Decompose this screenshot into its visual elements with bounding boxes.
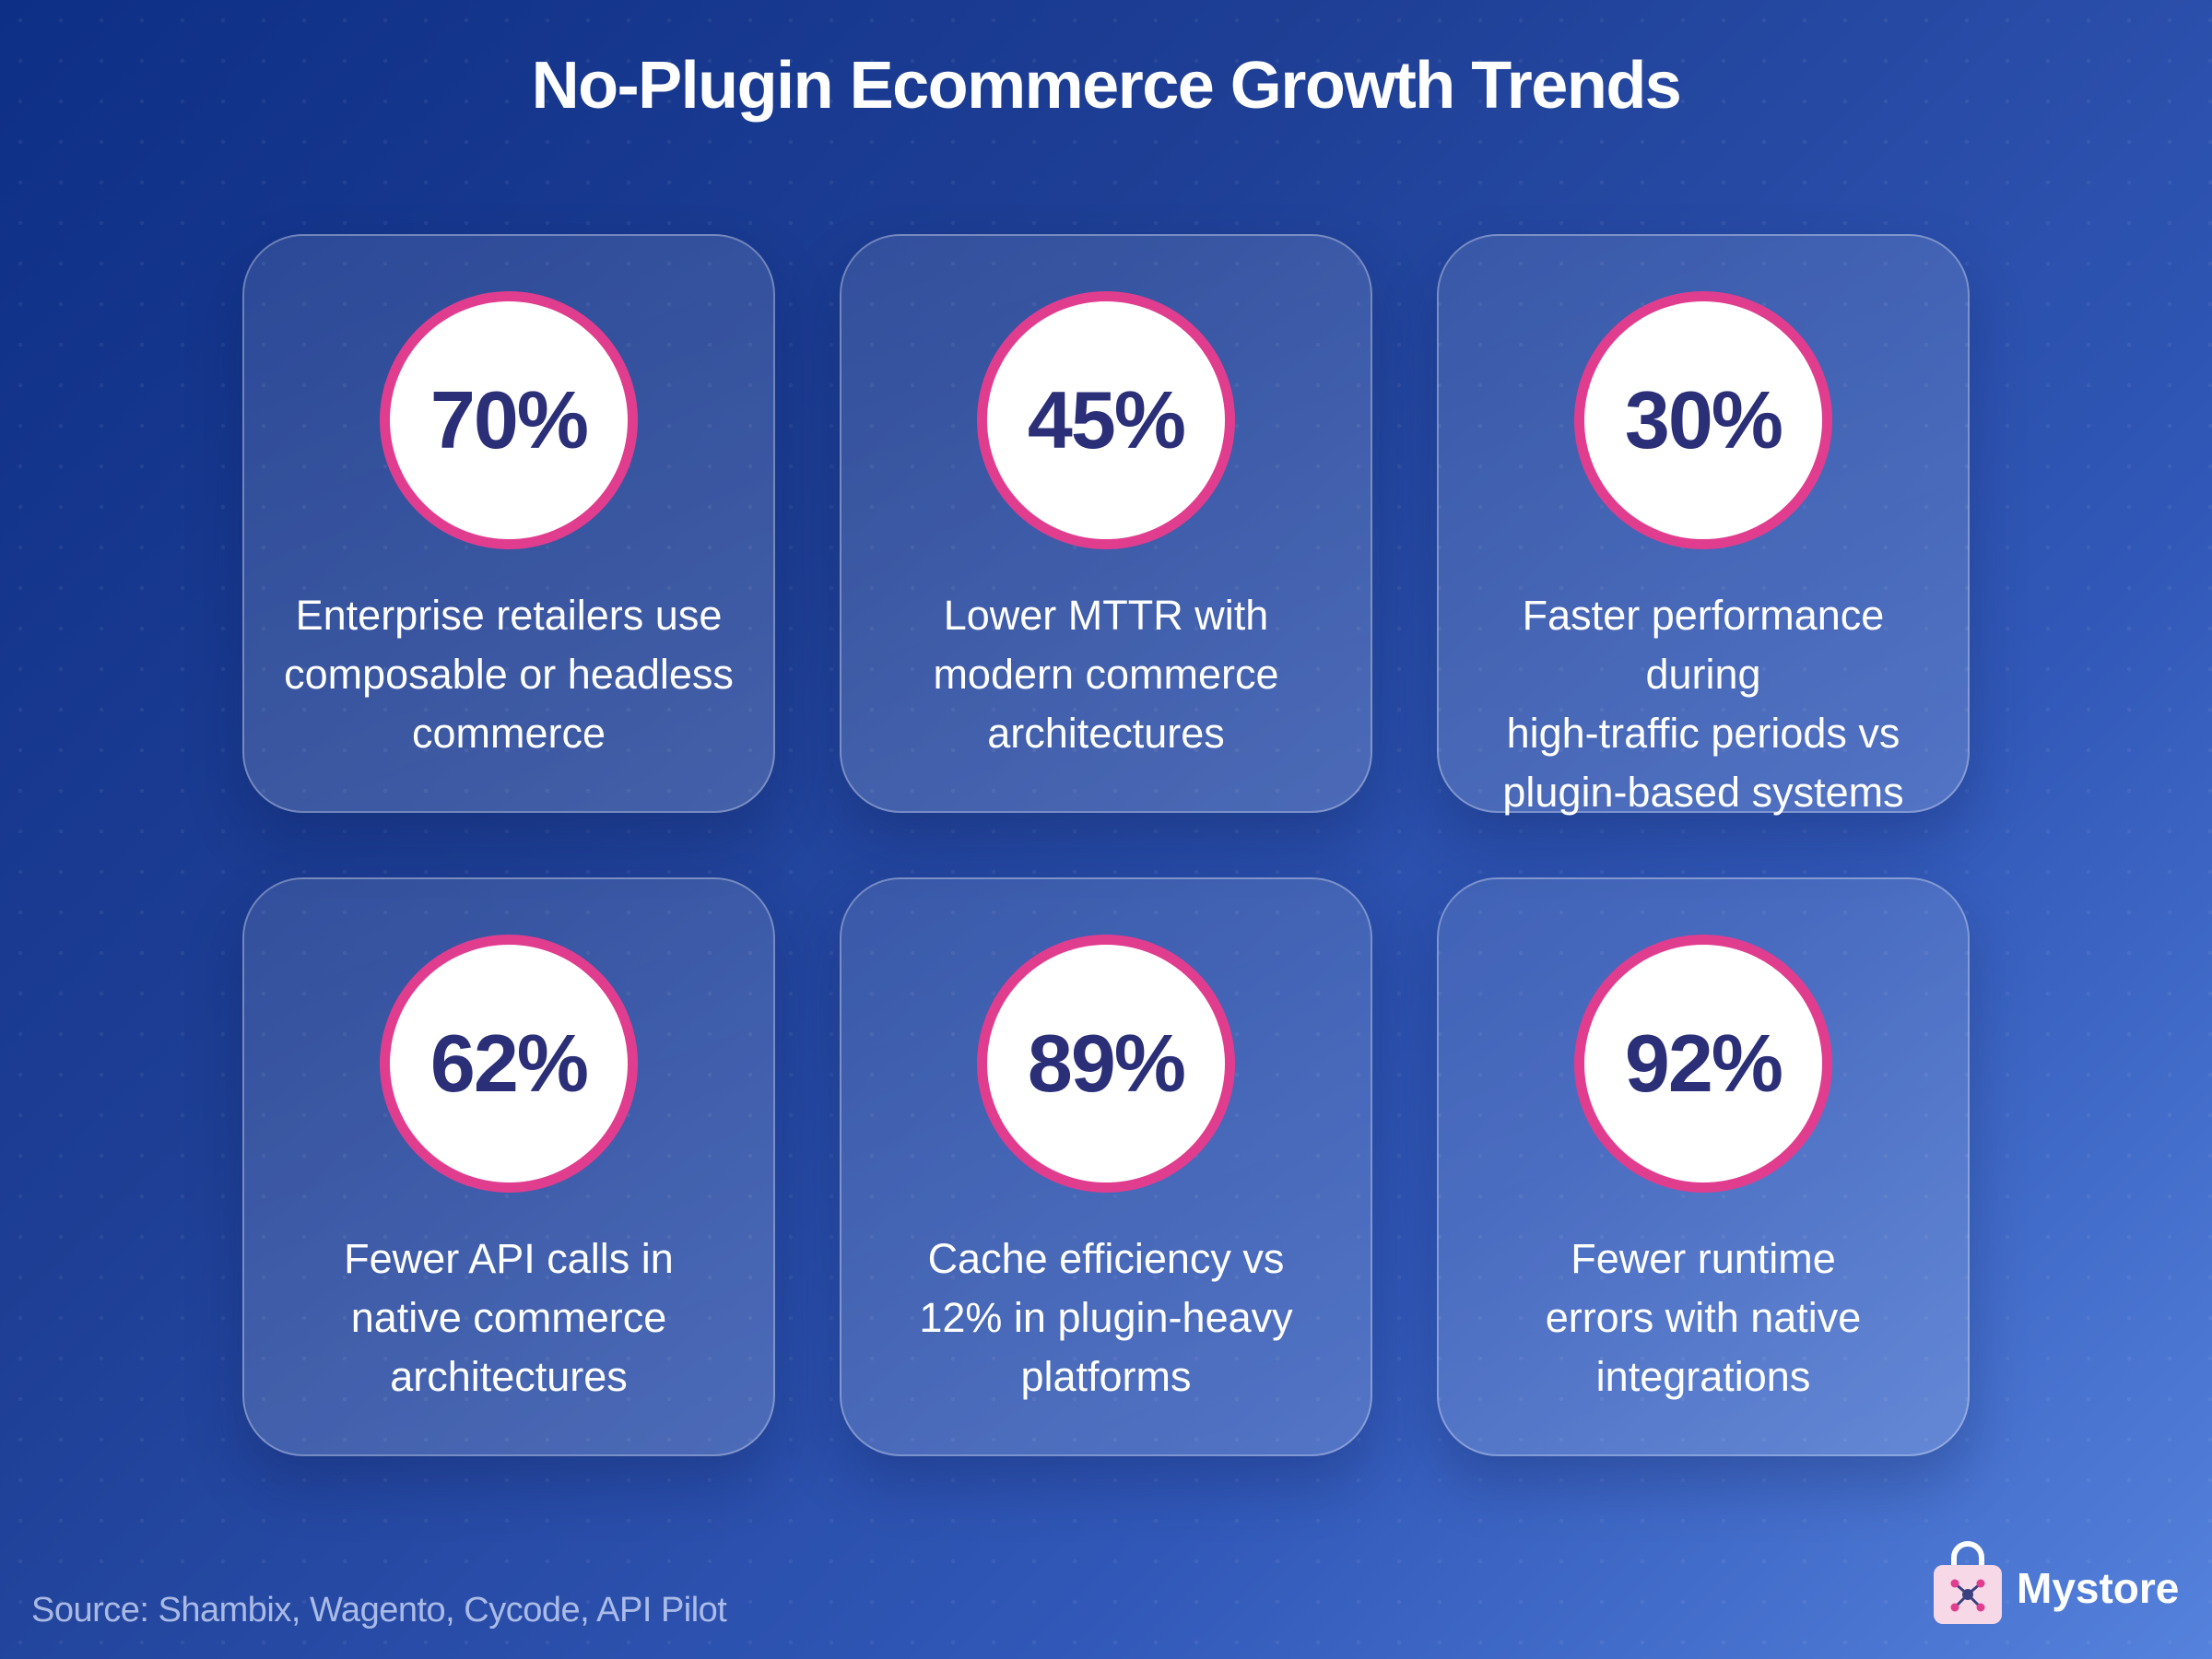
stat-description: Fewer runtime errors with native integra… bbox=[1545, 1235, 1862, 1400]
stat-ring: 70% bbox=[380, 291, 638, 549]
stat-description: Lower MTTR with modern commerce architec… bbox=[933, 592, 1279, 757]
stat-card: 30% Faster performance during high-traff… bbox=[1437, 234, 1970, 816]
stat-ring: 92% bbox=[1574, 935, 1832, 1193]
stat-card: 92% Fewer runtime errors with native int… bbox=[1437, 877, 1970, 1456]
shopping-bag-icon bbox=[1934, 1541, 2002, 1624]
stat-description: Enterprise retailers use composable or h… bbox=[284, 592, 734, 757]
source-note: Source: Shambix, Wagento, Cycode, API Pi… bbox=[31, 1591, 727, 1630]
stat-value: 62% bbox=[429, 1018, 589, 1109]
page-title: No-Plugin Ecommerce Growth Trends bbox=[531, 49, 1682, 123]
stat-card: 70% Enterprise retailers use composable … bbox=[242, 234, 775, 813]
brand-name: Mystore bbox=[2017, 1564, 2180, 1612]
stat-description: Cache efficiency vs 12% in plugin-heavy … bbox=[919, 1235, 1293, 1400]
stat-value: 92% bbox=[1624, 1018, 1783, 1109]
stat-ring: 62% bbox=[380, 935, 638, 1193]
stat-card: 45% Lower MTTR with modern commerce arch… bbox=[840, 234, 1372, 813]
stat-value: 45% bbox=[1027, 374, 1186, 465]
stat-value: 30% bbox=[1624, 374, 1783, 465]
brand-logo: Mystore bbox=[1930, 1539, 2179, 1628]
stat-card: 62% Fewer API calls in native commerce a… bbox=[242, 877, 775, 1456]
stat-ring: 45% bbox=[977, 291, 1235, 549]
stat-value: 70% bbox=[429, 374, 589, 465]
stat-card: 89% Cache efficiency vs 12% in plugin-he… bbox=[840, 877, 1372, 1456]
stat-description: Fewer API calls in native commerce archi… bbox=[344, 1235, 674, 1400]
stat-value: 89% bbox=[1027, 1018, 1186, 1109]
stat-description: Faster performance during high-traffic p… bbox=[1502, 592, 1904, 816]
stat-ring: 30% bbox=[1574, 291, 1832, 549]
stats-grid: 70% Enterprise retailers use composable … bbox=[242, 234, 1970, 1456]
stat-ring: 89% bbox=[977, 935, 1235, 1193]
